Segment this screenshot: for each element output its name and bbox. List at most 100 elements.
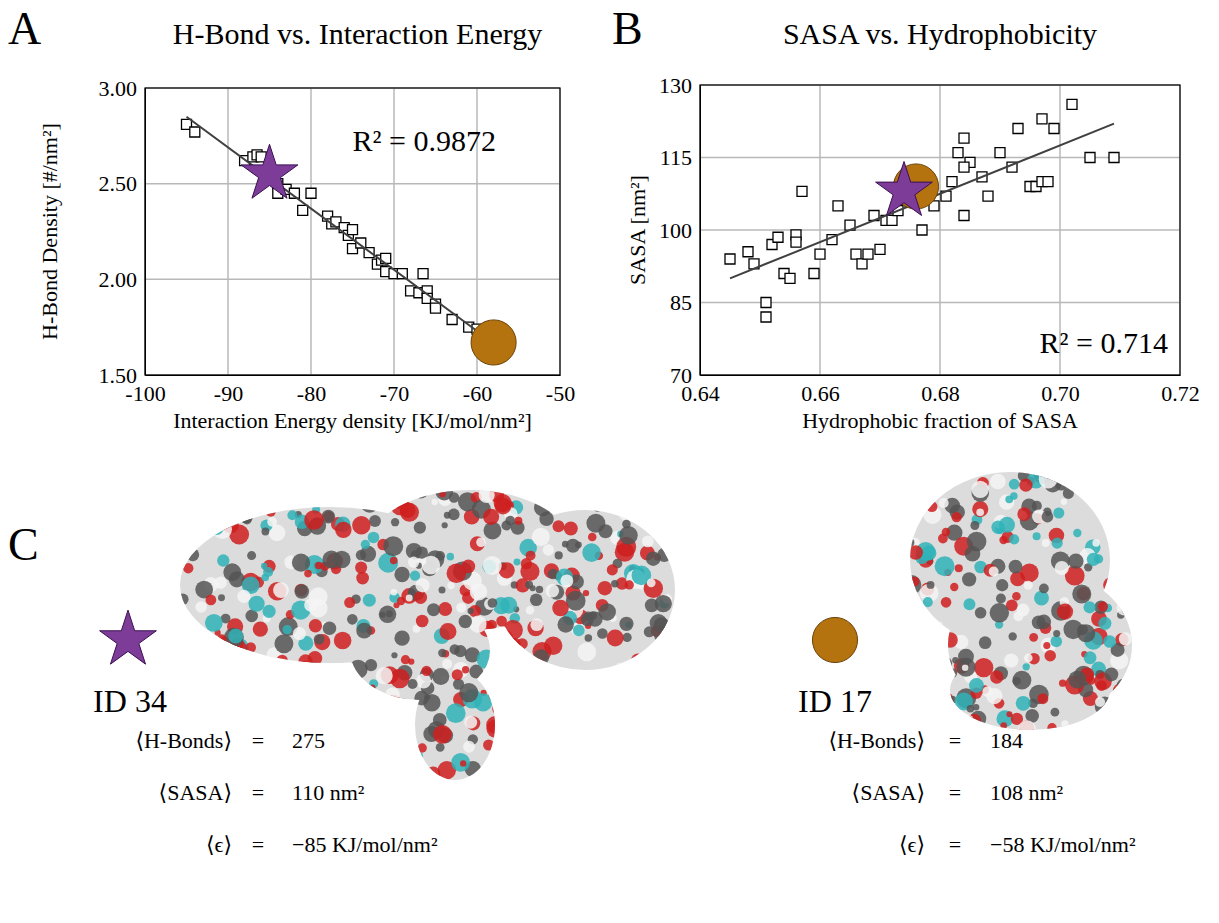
data-point bbox=[947, 177, 957, 187]
surface-patch bbox=[996, 594, 1006, 604]
surface-patch bbox=[444, 512, 451, 519]
surface-patch bbox=[1084, 651, 1097, 664]
surface-patch bbox=[653, 761, 667, 775]
data-point bbox=[953, 148, 963, 158]
tick-label: -60 bbox=[463, 381, 492, 406]
surface-patch bbox=[990, 474, 1006, 490]
surface-patch bbox=[229, 512, 238, 521]
surface-patch bbox=[598, 524, 612, 538]
surface-patch bbox=[483, 509, 499, 525]
surface-patch bbox=[175, 621, 188, 634]
surface-patch bbox=[267, 517, 277, 527]
x-axis-title: Interaction Energy density [KJ/mol/nm²] bbox=[173, 408, 532, 433]
surface-patch bbox=[205, 761, 211, 767]
surface-patch bbox=[598, 581, 613, 596]
surface-patch bbox=[967, 705, 975, 713]
grid-line bbox=[145, 183, 560, 185]
plot-area bbox=[725, 99, 1119, 322]
surface-patch bbox=[398, 743, 406, 751]
data-point bbox=[306, 188, 316, 198]
panel-letter: C bbox=[8, 519, 39, 570]
data-point bbox=[863, 249, 873, 259]
surface-patch bbox=[259, 684, 274, 699]
surface-patch bbox=[614, 676, 626, 688]
surface-patch bbox=[383, 536, 403, 556]
surface-patch bbox=[197, 715, 205, 723]
surface-patch bbox=[1117, 701, 1128, 712]
surface-patch bbox=[449, 492, 459, 502]
surface-patch bbox=[323, 712, 331, 720]
y-tick: 100 bbox=[659, 218, 700, 243]
surface-patch bbox=[650, 754, 669, 773]
surface-body bbox=[180, 490, 675, 780]
tick-label: 0.68 bbox=[921, 381, 960, 406]
surface-patch bbox=[376, 667, 393, 684]
surface-patch bbox=[571, 731, 586, 746]
tick-label: 70 bbox=[670, 363, 692, 388]
surface-patch bbox=[625, 580, 634, 589]
surface-patch bbox=[310, 710, 330, 730]
surface-patch bbox=[273, 582, 289, 598]
surface-patch bbox=[991, 521, 1004, 534]
surface-patch bbox=[438, 602, 452, 616]
surface-patch bbox=[917, 622, 931, 636]
surface-patch bbox=[655, 712, 671, 728]
surface-patch bbox=[267, 674, 285, 692]
surface-patch bbox=[1012, 592, 1021, 601]
surface-patch bbox=[1119, 632, 1132, 645]
surface-patch bbox=[596, 751, 614, 769]
surface-patch bbox=[607, 629, 624, 646]
surface-patch bbox=[960, 714, 974, 728]
surface-patch bbox=[238, 676, 257, 695]
surface-patch bbox=[268, 665, 281, 678]
surface-patch bbox=[508, 712, 522, 726]
tick-label: 115 bbox=[660, 145, 692, 170]
data-point bbox=[959, 162, 969, 172]
surface-patch bbox=[1095, 697, 1115, 717]
surface-patch bbox=[975, 607, 987, 619]
surface-patch bbox=[356, 623, 372, 639]
surface-patch bbox=[483, 556, 502, 575]
surface-patch bbox=[217, 697, 234, 714]
stat-label: ⟨ϵ⟩ bbox=[899, 832, 925, 857]
surface-patch bbox=[612, 698, 626, 712]
surface-patch bbox=[500, 749, 515, 764]
surface-patch bbox=[183, 631, 194, 642]
surface-patch bbox=[379, 612, 385, 618]
surface-patch bbox=[654, 679, 667, 692]
surface-patch bbox=[594, 749, 605, 760]
surface-patch bbox=[281, 488, 301, 508]
x-axis: 0.640.660.680.700.72 bbox=[681, 375, 1200, 406]
surface-patch bbox=[560, 493, 576, 509]
surface-patch bbox=[206, 595, 217, 606]
surface-patch bbox=[175, 642, 194, 661]
surface-patch bbox=[426, 766, 440, 780]
surface-patch bbox=[301, 661, 308, 668]
x-tick: -60 bbox=[463, 375, 492, 406]
grid-line bbox=[227, 88, 229, 375]
data-point bbox=[959, 211, 969, 221]
surface-patch bbox=[300, 679, 314, 693]
surface-patch bbox=[561, 700, 578, 717]
surface-patch bbox=[908, 545, 923, 560]
surface-patch bbox=[391, 652, 397, 658]
surface-patch bbox=[543, 544, 554, 555]
surface-patch bbox=[186, 519, 194, 527]
surface-patch bbox=[304, 510, 324, 530]
surface-patch bbox=[391, 761, 408, 778]
surface-patch bbox=[527, 733, 540, 746]
surface-patch bbox=[335, 522, 351, 538]
x-tick: -70 bbox=[380, 375, 409, 406]
surface-patch bbox=[1115, 466, 1129, 480]
surface-patch bbox=[1004, 653, 1018, 667]
panel: BSASA vs. Hydrophobicity0.640.660.680.70… bbox=[612, 3, 1200, 433]
surface-patch bbox=[204, 485, 220, 501]
surface-patch bbox=[355, 562, 367, 574]
surface-patch bbox=[1104, 498, 1114, 508]
surface-patch bbox=[607, 564, 618, 575]
surface-patch bbox=[1017, 507, 1031, 521]
surface-patch bbox=[660, 761, 679, 780]
surface-patch bbox=[250, 664, 262, 676]
surface-patch bbox=[627, 716, 642, 731]
surface-patch bbox=[574, 671, 586, 683]
